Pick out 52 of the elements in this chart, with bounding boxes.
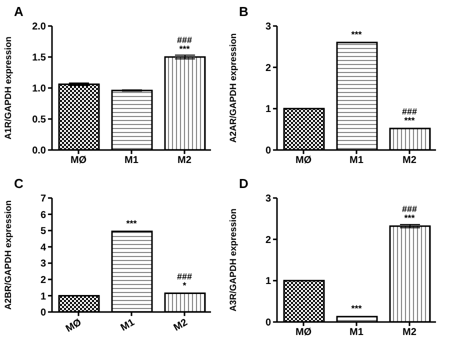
annotation: *	[182, 280, 187, 290]
y-tick-label: 3	[265, 22, 272, 33]
y-tick-label: 2	[265, 234, 272, 246]
y-tick-label: 1	[40, 291, 46, 302]
y-tick-label: 1	[265, 276, 272, 288]
x-tick-label: MØ	[64, 317, 84, 335]
x-tick-label: M2	[402, 327, 417, 338]
annotation: ***	[351, 304, 362, 314]
y-tick-label: 5	[40, 226, 46, 238]
y-tick-label: 6	[40, 210, 46, 221]
y-axis-title: A3R/GAPDH expression	[228, 208, 238, 312]
y-axis-title: A2AR/GAPDH expression	[228, 33, 238, 143]
annotation: ###	[402, 106, 418, 117]
x-tick-label: M1	[350, 155, 364, 166]
annotation: ***	[126, 218, 138, 228]
y-tick-label: 4	[40, 242, 46, 254]
y-tick-label: 2	[40, 274, 46, 286]
y-tick-label: 1	[265, 104, 272, 116]
y-tick-label: 3	[40, 258, 46, 270]
y-tick-label: 7	[40, 194, 46, 205]
x-tick-label: M2	[402, 155, 417, 166]
x-tick-label: M1	[124, 155, 139, 166]
y-tick-label: 0	[265, 318, 272, 329]
y-tick-label: 1.5	[32, 52, 46, 64]
x-tick-label: MØ	[295, 327, 312, 338]
annotation: ***	[404, 213, 416, 224]
chart-title: B	[239, 4, 248, 19]
chart-title: D	[239, 176, 248, 191]
y-tick-label: 3	[265, 194, 272, 205]
y-tick-label: 0.5	[32, 114, 46, 126]
chart-title: A	[14, 4, 24, 19]
y-tick-label: 2	[265, 62, 272, 74]
annotation: ###	[176, 35, 192, 45]
y-tick-label: 0	[40, 308, 46, 319]
x-tick-label: M2	[178, 155, 192, 166]
y-tick-label: 1.0	[32, 84, 46, 95]
annotation: ***	[351, 30, 362, 40]
annotation: ***	[179, 44, 190, 54]
x-tick-label: MØ	[70, 155, 87, 166]
x-tick-label: MØ	[295, 155, 312, 166]
y-tick-label: 2.0	[32, 22, 46, 33]
annotation: ###	[402, 204, 418, 214]
y-axis-title: A1R/GAPDH expression	[3, 36, 14, 140]
annotation: ###	[176, 271, 192, 282]
x-tick-label: M2	[172, 317, 190, 334]
x-tick-label: M1	[350, 327, 364, 338]
y-tick-label: 0	[265, 146, 272, 157]
y-tick-label: 0.0	[32, 146, 46, 157]
chart-title: C	[14, 176, 24, 191]
annotation: ***	[404, 116, 416, 126]
x-tick-label: M1	[119, 317, 137, 334]
y-axis-title: A2BR/GAPDH expression	[3, 200, 14, 310]
